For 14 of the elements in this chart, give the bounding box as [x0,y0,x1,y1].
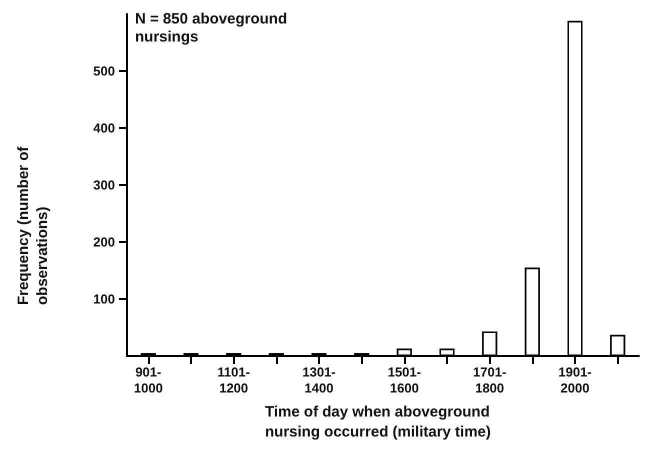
x-tick-label: 1101-1200 [217,364,250,396]
annotation: N = 850 aboveground nursings [135,10,292,46]
x-axis-title: Time of day when aboveground nursing occurred (military time) [265,404,494,440]
y-tick-label: 300 [93,178,115,192]
x-tick-label: 901-1000 [134,364,163,396]
x-tick-label: 1501-1600 [388,364,421,396]
y-axis-title: Frequency (number of observations) [15,142,51,305]
x-tick-label: 1701-1800 [473,364,506,396]
y-tick-label: 200 [93,234,115,250]
y-tick-label: 100 [93,292,115,306]
y-tick-label: 500 [93,64,115,78]
x-tick-label: 1301-1400 [302,364,336,396]
y-tick-label: 400 [93,120,115,136]
x-tick-label: 1901-2000 [558,364,592,396]
